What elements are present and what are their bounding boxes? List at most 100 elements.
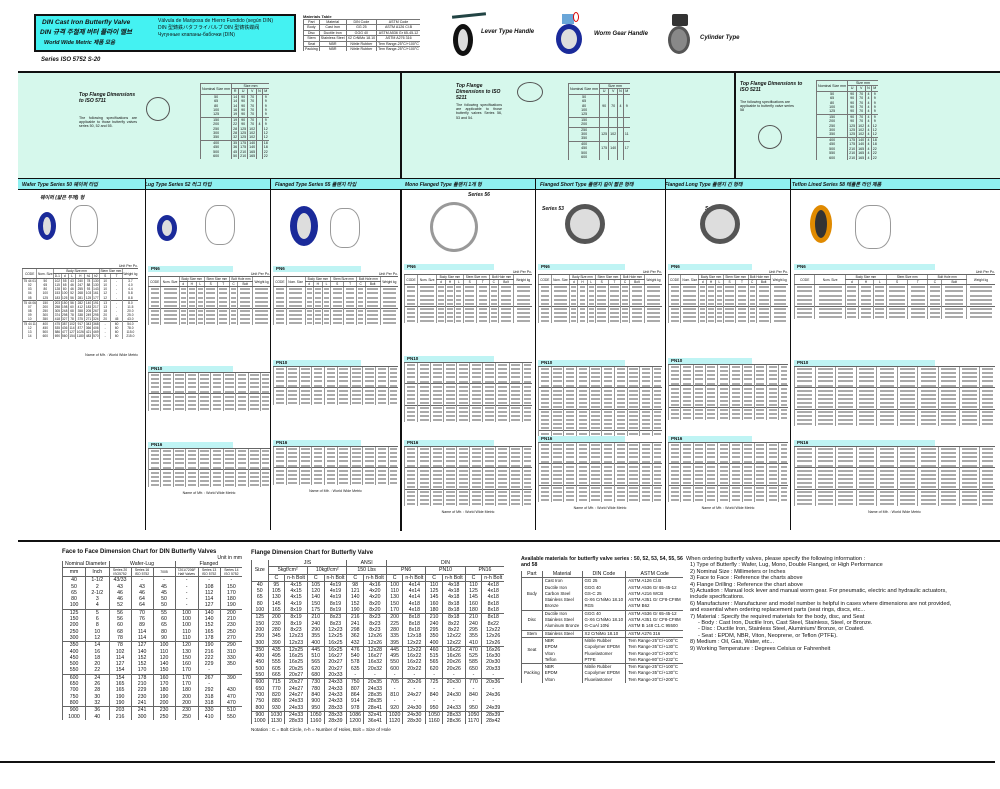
cell: - (197, 576, 221, 584)
cell (716, 459, 730, 464)
cell (941, 314, 967, 319)
table-row (667, 463, 788, 469)
cell (210, 385, 224, 390)
flange-row: 80 145 4x19 150 8x19 152 8x20 150 4x18 160 8x18 160… (251, 600, 505, 608)
cell: - (174, 596, 199, 603)
cell: 483 (84, 334, 93, 339)
cell (563, 422, 577, 427)
cell (716, 394, 730, 399)
column-header: S (885, 279, 908, 286)
cell (563, 451, 577, 456)
cell (482, 463, 496, 468)
cell (765, 402, 779, 408)
cell: - (481, 685, 505, 692)
cell (941, 301, 967, 307)
cell: 114 (108, 654, 132, 662)
column-header: Stem Size mm (462, 273, 490, 281)
product-table: PN10 (147, 366, 270, 411)
cell (586, 297, 596, 302)
cell (430, 494, 444, 499)
cell: 40 (251, 580, 269, 589)
cell (741, 472, 755, 477)
cell (855, 400, 877, 405)
cell (443, 410, 457, 415)
cell: 300 (61, 634, 86, 642)
cell (698, 305, 707, 311)
cell (599, 136, 609, 142)
table-row (538, 404, 662, 410)
cell (617, 132, 624, 137)
cell: Stainless Steel (541, 617, 583, 624)
unit-label: Unit Per Pc. (975, 270, 995, 274)
cell: 635 (346, 665, 364, 673)
cell: 4x15 (284, 580, 308, 589)
cell (237, 291, 253, 296)
cell (273, 480, 287, 485)
cell (814, 371, 836, 376)
cell: 100 (60, 291, 69, 296)
cell: 190 (197, 641, 221, 649)
cell (794, 451, 816, 456)
cell: 258 (53, 304, 62, 309)
cell (235, 469, 249, 475)
cell (349, 451, 363, 456)
cell (349, 375, 363, 380)
cell (626, 408, 640, 415)
cell: 12 (85, 634, 110, 642)
cell (896, 371, 918, 376)
cell (160, 372, 174, 378)
cell (538, 379, 552, 384)
cell (403, 467, 418, 473)
cell (979, 414, 995, 419)
product-table: PN10 (538, 360, 662, 436)
cell (482, 418, 496, 423)
cell (741, 490, 755, 495)
cell (195, 320, 205, 326)
cell (794, 383, 816, 388)
cell (692, 394, 706, 399)
cell (716, 412, 730, 417)
cell (185, 385, 199, 390)
cell: 100 (36, 291, 54, 296)
cell (185, 406, 199, 411)
cell (521, 367, 532, 372)
cell (508, 414, 523, 419)
cell (403, 451, 418, 456)
spec-table: CODE Nom. Size Body Size mm Stem Size mm Bol… (667, 273, 788, 324)
cell (349, 392, 363, 397)
cell (643, 305, 662, 311)
cell (521, 392, 532, 397)
cell (876, 502, 898, 507)
cell (577, 310, 588, 315)
cell: 80 (251, 600, 269, 608)
cell (375, 467, 389, 473)
cell (454, 297, 463, 302)
cell (178, 303, 188, 309)
cell (680, 484, 693, 491)
cell (979, 494, 995, 499)
cell (704, 447, 718, 452)
table-row (273, 455, 398, 460)
cell (237, 299, 253, 304)
flange-row: 125 200 8x19 210 8x23 216 8x23 200 8x18 210 8x18 21… (251, 613, 505, 621)
cell (729, 402, 742, 408)
cell (753, 455, 767, 460)
cell (639, 375, 653, 380)
cell (387, 396, 398, 401)
table-row (667, 490, 788, 495)
cell: 125 (847, 123, 857, 129)
table-row (794, 494, 995, 499)
table-row (538, 314, 662, 319)
cell: 100 (61, 602, 86, 610)
cell: - (385, 698, 403, 705)
cell: 24x33 (441, 704, 466, 712)
cell (575, 442, 590, 448)
cell (979, 498, 995, 503)
cell (680, 402, 693, 408)
cell (741, 480, 755, 486)
cell: 175 (599, 146, 609, 151)
cell (443, 379, 457, 384)
cell (620, 293, 630, 298)
cell (311, 463, 325, 468)
cell (508, 410, 523, 415)
